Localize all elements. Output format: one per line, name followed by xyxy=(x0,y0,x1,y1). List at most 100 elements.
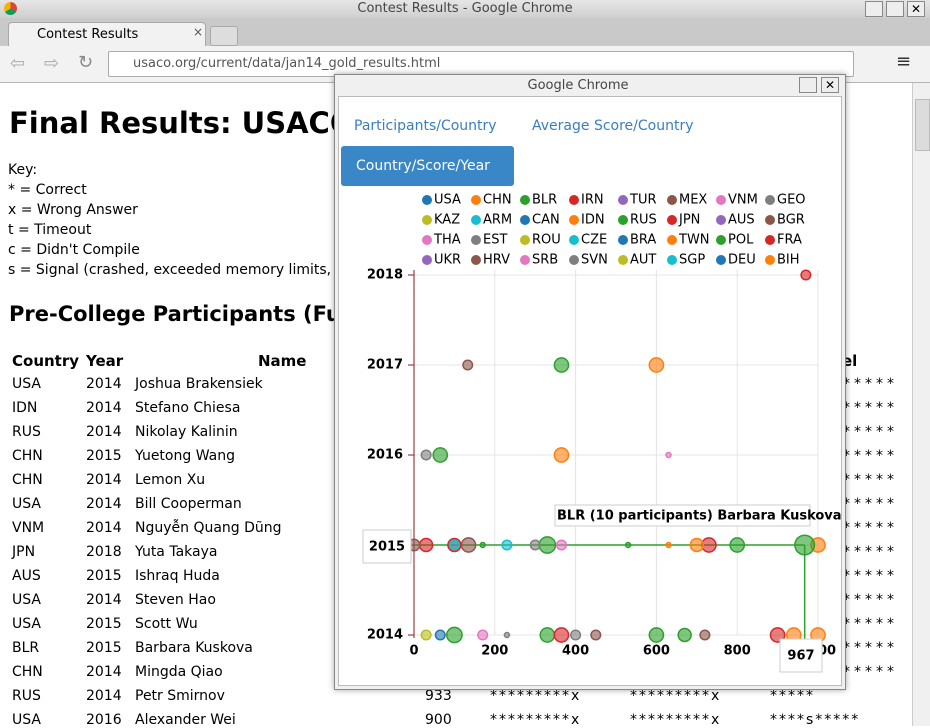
cell-year: 2014 xyxy=(86,664,122,680)
menu-button[interactable]: ≡ xyxy=(896,51,912,72)
chart-tab[interactable]: Country/Score/Year xyxy=(356,158,490,174)
popup-close[interactable]: ✕ xyxy=(821,77,839,93)
popup-minimize[interactable] xyxy=(799,77,817,93)
bubble xyxy=(420,629,432,641)
legend-marker xyxy=(765,215,775,225)
bubble xyxy=(553,627,570,643)
cell-year: 2014 xyxy=(86,592,122,608)
legend-marker xyxy=(765,255,775,265)
legend-label: FRA xyxy=(777,233,802,248)
column-header: Country xyxy=(12,352,80,370)
bubble xyxy=(420,449,432,461)
new-tab-button[interactable] xyxy=(210,26,238,46)
close-button[interactable]: ✕ xyxy=(907,1,925,17)
reload-button[interactable]: ↻ xyxy=(78,52,94,73)
page-heading: Final Results: USACO xyxy=(9,106,355,140)
cell-name: Yuetong Wang xyxy=(135,448,235,464)
bubble xyxy=(448,539,460,551)
crosshair-y-label-box xyxy=(362,529,412,564)
cell-name: Scott Wu xyxy=(135,616,198,632)
minimize-button[interactable] xyxy=(865,1,883,17)
x-tick-label: 600 xyxy=(643,644,670,659)
cell-country: CHN xyxy=(12,664,43,680)
bubble xyxy=(529,539,541,551)
forward-button[interactable]: ⇨ xyxy=(44,53,60,74)
key-item: x = Wrong Answer xyxy=(8,202,138,218)
back-button[interactable]: ⇦ xyxy=(10,53,26,74)
active-tab-bg xyxy=(341,146,514,186)
legend-label: MEX xyxy=(679,193,707,208)
legend-marker xyxy=(422,255,432,265)
bubble xyxy=(699,629,711,641)
cell-country: USA xyxy=(12,496,41,512)
tab-close[interactable]: × xyxy=(193,25,204,39)
crosshair-y-label: 2015 xyxy=(369,540,405,555)
legend-label: SRB xyxy=(532,253,558,268)
legend-marker xyxy=(618,195,628,205)
legend-label: HRV xyxy=(483,253,510,268)
cell-result: ***** xyxy=(843,568,898,584)
cell-year: 2014 xyxy=(86,472,122,488)
cell-name: Joshua Brakensiek xyxy=(135,376,263,392)
legend-marker xyxy=(618,255,628,265)
legend-marker xyxy=(618,215,628,225)
column-header: Name xyxy=(258,352,307,370)
cell-country: IDN xyxy=(12,400,38,416)
x-tick-label: 400 xyxy=(562,644,589,659)
bubble xyxy=(624,541,632,549)
legend-label: UKR xyxy=(434,253,461,268)
legend-marker xyxy=(569,235,579,245)
legend-marker xyxy=(667,215,677,225)
x-tick-label: 800 xyxy=(724,644,751,659)
cell-year: 2014 xyxy=(86,520,122,536)
legend-label: BIH xyxy=(777,253,800,268)
legend-label: BGR xyxy=(777,213,805,228)
popup-content xyxy=(338,96,842,686)
legend-label: BRA xyxy=(630,233,656,248)
legend-marker xyxy=(520,215,530,225)
cell-year: 2018 xyxy=(86,544,122,560)
cell-result: ***** xyxy=(843,472,898,488)
cell-name: Stefano Chiesa xyxy=(135,400,241,416)
legend-marker xyxy=(569,215,579,225)
cell-country: CHN xyxy=(12,472,43,488)
crosshair-x-label: 967 xyxy=(787,649,814,664)
legend-label: KAZ xyxy=(434,213,460,228)
section-heading: Pre-College Participants (Fu xyxy=(9,302,341,326)
bubble xyxy=(729,537,746,553)
key-item: s = Signal (crashed, exceeded memory lim… xyxy=(8,262,360,278)
key-item: c = Didn't Compile xyxy=(8,242,140,258)
bubble xyxy=(553,447,570,463)
legend-label: POL xyxy=(728,233,754,248)
legend-label: THA xyxy=(433,233,461,248)
scrollbar[interactable] xyxy=(912,83,930,726)
legend-marker xyxy=(471,195,481,205)
cell-result: ***** xyxy=(843,640,898,656)
bubble xyxy=(538,536,557,554)
bubble xyxy=(590,629,602,641)
legend-marker xyxy=(471,235,481,245)
legend-label: BLR xyxy=(532,193,557,208)
address-bar[interactable]: usaco.org/current/data/jan14_gold_result… xyxy=(108,51,854,77)
legend-marker xyxy=(520,255,530,265)
cell-score: 933 xyxy=(425,688,452,704)
cell-year: 2014 xyxy=(86,424,122,440)
window-title: Contest Results - Google Chrome xyxy=(357,1,573,16)
legend-label: CAN xyxy=(532,213,560,228)
bubble xyxy=(462,359,474,371)
key-item: * = Correct xyxy=(8,182,87,198)
chart-tab[interactable]: Participants/Country xyxy=(354,118,497,134)
bubble xyxy=(477,629,489,641)
bubble xyxy=(553,357,570,373)
chart-tab[interactable]: Average Score/Country xyxy=(532,118,694,134)
cell-result: ***** xyxy=(843,496,898,512)
bubble xyxy=(460,537,477,553)
maximize-button[interactable] xyxy=(886,1,904,17)
cell-name: Yuta Takaya xyxy=(135,544,218,560)
crosshair-x-label-box xyxy=(779,638,823,673)
cell-result: ***** xyxy=(770,688,815,704)
browser-tab[interactable]: Contest Results × xyxy=(8,22,206,47)
bubble xyxy=(677,627,692,643)
cell-year: 2014 xyxy=(86,688,122,704)
